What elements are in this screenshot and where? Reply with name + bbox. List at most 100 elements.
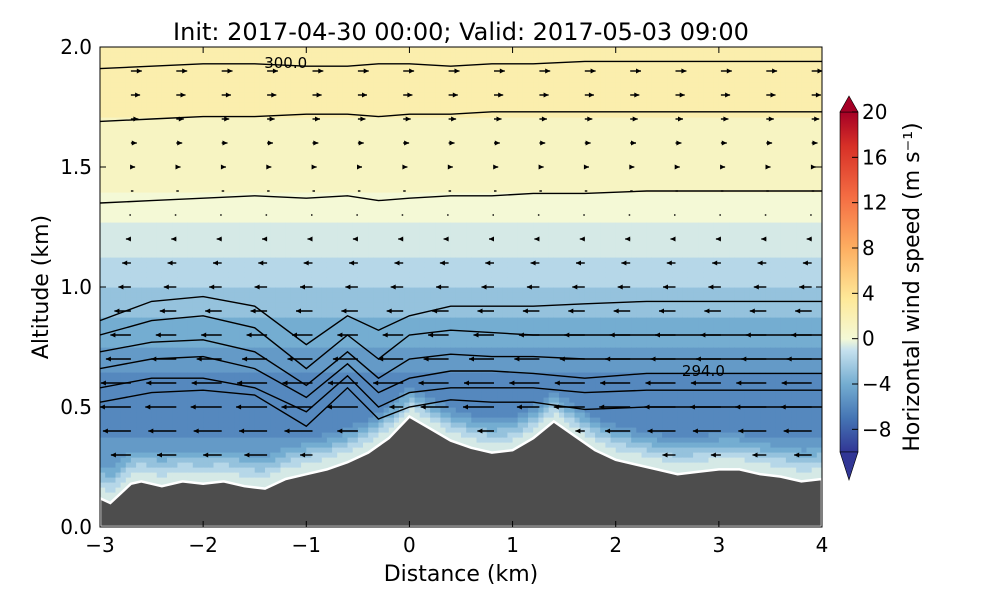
wind-arrowhead xyxy=(436,284,442,290)
wind-arrowhead xyxy=(708,284,714,290)
isentrope-line xyxy=(100,374,822,413)
wind-arrowhead xyxy=(242,356,248,362)
wind-arrowhead xyxy=(720,164,726,170)
wind-arrowhead xyxy=(692,428,698,434)
wind-arrowhead xyxy=(518,332,524,338)
wind-arrowhead xyxy=(572,284,578,290)
y-tick-label: 2.0 xyxy=(60,35,92,59)
wind-arrowhead xyxy=(617,284,623,290)
wind-arrowhead xyxy=(447,164,453,170)
wind-arrowhead xyxy=(300,284,305,290)
wind-arrowhead xyxy=(585,140,591,146)
wind-arrowhead xyxy=(244,452,250,458)
x-tick-label: 3 xyxy=(712,533,725,557)
wind-arrowhead xyxy=(190,404,196,410)
wind-arrowhead xyxy=(806,236,812,242)
wind-arrowhead xyxy=(394,260,400,266)
wind-arrowhead xyxy=(130,164,136,170)
wind-arrowhead xyxy=(122,260,128,266)
wind-arrowhead xyxy=(605,356,611,362)
wind-arrowhead xyxy=(423,356,429,362)
wind-arrowhead xyxy=(761,236,767,242)
wind-arrowhead xyxy=(102,428,108,434)
wind-arrowhead xyxy=(175,164,181,170)
wind-arrowhead xyxy=(723,116,729,122)
colorbar: −8 −4 0 4 8 12 16 20 Horizontal wind speed (m s… xyxy=(839,95,925,481)
colorbar-tick-label: 0 xyxy=(862,327,875,351)
wind-arrowhead xyxy=(745,332,751,338)
wind-arrowhead xyxy=(631,140,636,146)
colorbar-extend-max xyxy=(839,95,859,113)
wind-arrowhead xyxy=(135,92,141,98)
isentrope-label: 300.0 xyxy=(264,54,307,72)
wind-arrowhead xyxy=(271,92,277,98)
wind-arrowhead xyxy=(269,116,275,122)
wind-arrowhead xyxy=(337,332,343,338)
colorbar-tick-label: −8 xyxy=(862,417,891,441)
x-tick-label: 4 xyxy=(816,533,829,557)
wind-arrowhead xyxy=(163,284,169,290)
wind-arrowhead xyxy=(313,140,319,146)
wind-arrowhead xyxy=(326,404,332,410)
wind-arrowhead xyxy=(159,308,165,314)
wind-arrowhead xyxy=(358,140,364,146)
wind-arrowhead xyxy=(814,116,820,122)
x-tick-label: −3 xyxy=(85,533,114,557)
wind-arrowhead xyxy=(203,452,209,458)
wind-arrowhead xyxy=(349,260,355,266)
wind-arrowhead xyxy=(564,332,570,338)
wind-arrowhead xyxy=(191,380,197,386)
wind-arrowhead xyxy=(534,236,540,242)
wind-arrowhead xyxy=(407,92,413,98)
wind-arrowhead xyxy=(695,356,701,362)
wind-arrowhead xyxy=(382,332,388,338)
wind-arrowhead xyxy=(477,428,483,434)
wind-arrowhead xyxy=(463,404,468,410)
wind-arrowhead xyxy=(363,68,369,74)
wind-arrowhead xyxy=(443,236,449,242)
x-tick-label: 0 xyxy=(403,533,416,557)
wind-arrowhead xyxy=(721,140,727,146)
wind-arrowhead xyxy=(266,164,272,170)
wind-arrowhead xyxy=(300,452,306,458)
wind-arrowhead xyxy=(522,308,528,314)
wind-arrowhead xyxy=(439,260,445,266)
wind-arrowhead xyxy=(576,260,581,266)
wind-arrowhead xyxy=(282,380,288,386)
wind-arrowhead xyxy=(405,116,411,122)
wind-arrowhead xyxy=(341,308,347,314)
wind-arrowhead xyxy=(125,236,131,242)
colorbar-gradient xyxy=(839,111,859,453)
colorbar-tick-label: 20 xyxy=(862,100,887,124)
colorbar-extend-min xyxy=(839,451,859,481)
wind-arrowhead xyxy=(464,380,469,386)
x-axis-label: Distance (km) xyxy=(384,562,539,587)
wind-arrowhead xyxy=(516,404,522,410)
plot-area xyxy=(100,47,822,527)
wind-arrowhead xyxy=(509,380,515,386)
wind-arrowhead xyxy=(786,356,792,362)
wind-arrowhead xyxy=(579,236,585,242)
wind-arrowhead xyxy=(209,284,215,290)
wind-arrowhead xyxy=(213,260,218,266)
wind-arrowhead xyxy=(559,356,565,362)
x-axis-ticks: −3 −2 −1 0 1 2 3 4 xyxy=(85,47,828,557)
wind-arrowhead xyxy=(575,428,581,434)
wind-arrowhead xyxy=(284,428,290,434)
wind-arrowhead xyxy=(428,332,434,338)
wind-arrowhead xyxy=(148,428,154,434)
wind-arrowhead xyxy=(545,68,551,74)
wind-arrowhead xyxy=(178,116,184,122)
wind-arrowhead xyxy=(292,332,297,338)
wind-arrowhead xyxy=(315,116,320,122)
x-tick-label: −2 xyxy=(188,533,217,557)
wind-arrowhead xyxy=(791,332,797,338)
wind-arrowhead xyxy=(193,428,199,434)
wind-arrowhead xyxy=(402,164,408,170)
wind-arrowhead xyxy=(541,116,547,122)
wind-arrowhead xyxy=(485,260,491,266)
wind-arrowhead xyxy=(373,380,379,386)
wind-arrowhead xyxy=(725,92,731,98)
wind-arrowhead xyxy=(236,404,242,410)
